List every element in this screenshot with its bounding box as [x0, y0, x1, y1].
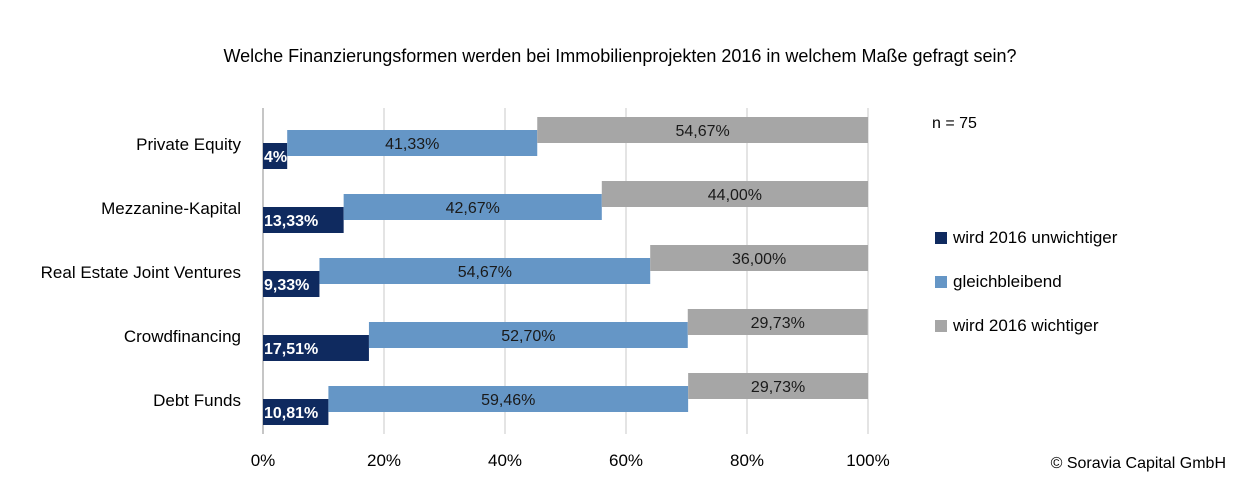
legend-label: gleichbleibend: [953, 272, 1062, 291]
category-label: Debt Funds: [153, 391, 241, 410]
x-tick-labels: 0% 20% 40% 60% 80% 100%: [251, 451, 890, 470]
x-tick-label: 60%: [609, 451, 643, 470]
bar-segment: [537, 117, 868, 143]
x-tick-label: 20%: [367, 451, 401, 470]
legend-swatch: [935, 232, 947, 244]
bar-segment: [601, 181, 868, 207]
legend-label: wird 2016 unwichtiger: [952, 228, 1118, 247]
x-tick-label: 40%: [488, 451, 522, 470]
bar-value-label: 59,46%: [481, 392, 535, 409]
legend-swatch: [935, 320, 947, 332]
bar-segment: [263, 143, 288, 169]
legend: wird 2016 unwichtiger gleichbleibend wird …: [935, 228, 1118, 335]
bar-value-label: 54,67%: [675, 123, 729, 140]
bar-segment: [650, 245, 868, 271]
bar-segment: [368, 322, 688, 348]
bar-value-label: 44,00%: [708, 187, 762, 204]
bars: 4% 41,33% 54,67% 13,33% 42,67% 44,00% 9,33% 54,…: [263, 117, 868, 425]
bar-value-label: 42,67%: [446, 200, 500, 217]
bar-segment: [687, 309, 868, 335]
legend-swatch: [935, 276, 947, 288]
bar-segment: [328, 386, 689, 412]
bar-value-label: 41,33%: [385, 136, 439, 153]
x-tick-label: 100%: [846, 451, 889, 470]
bar-value-label: 10,81%: [264, 405, 318, 422]
bar-value-label: 29,73%: [751, 315, 805, 332]
bar-segment: [263, 271, 320, 297]
category-label: Mezzanine-Kapital: [101, 199, 241, 218]
sample-size-note: n = 75: [932, 115, 977, 132]
x-tick-label: 80%: [730, 451, 764, 470]
bar-segment: [319, 258, 651, 284]
chart-title: Welche Finanzierungsformen werden bei Im…: [223, 46, 1017, 66]
bar-segment: [343, 194, 602, 220]
bar-segment: [263, 335, 369, 361]
category-label: Private Equity: [136, 135, 241, 154]
x-tick-label: 0%: [251, 451, 276, 470]
category-label: Real Estate Joint Ventures: [41, 263, 241, 282]
bar-value-label: 13,33%: [264, 213, 318, 230]
category-labels: Private Equity Mezzanine-Kapital Real Esta…: [41, 135, 242, 410]
bar-segment: [263, 399, 329, 425]
bar-value-label: 9,33%: [264, 277, 309, 294]
bar-segment: [688, 373, 868, 399]
bar-value-label: 52,70%: [501, 328, 555, 345]
category-label: Crowdfinancing: [124, 327, 241, 346]
bar-value-label: 4%: [264, 149, 287, 166]
bar-value-label: 29,73%: [751, 379, 805, 396]
bar-value-label: 17,51%: [264, 341, 318, 358]
bar-segment: [287, 130, 538, 156]
copyright-text: © Soravia Capital GmbH: [1051, 455, 1226, 472]
bar-value-label: 54,67%: [458, 264, 512, 281]
bar-value-label: 36,00%: [732, 251, 786, 268]
legend-label: wird 2016 wichtiger: [952, 316, 1099, 335]
bar-segment: [263, 207, 344, 233]
